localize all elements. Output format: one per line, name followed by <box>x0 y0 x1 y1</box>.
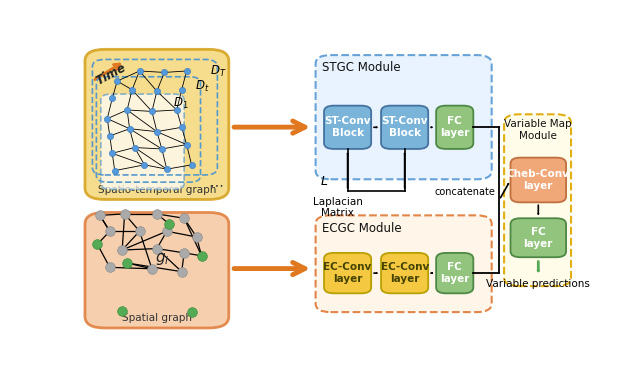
Text: Laplacian
Matrix: Laplacian Matrix <box>313 196 363 218</box>
FancyBboxPatch shape <box>504 114 571 286</box>
Text: FC
layer: FC layer <box>440 262 469 284</box>
Text: concatenate: concatenate <box>435 188 495 197</box>
FancyBboxPatch shape <box>511 158 566 203</box>
Text: $g_i$: $g_i$ <box>154 251 169 267</box>
FancyBboxPatch shape <box>85 213 229 328</box>
FancyBboxPatch shape <box>381 253 428 293</box>
Text: EC-Conv
layer: EC-Conv layer <box>381 262 429 284</box>
FancyBboxPatch shape <box>316 215 492 312</box>
FancyBboxPatch shape <box>436 253 474 293</box>
Text: ST-Conv
Block: ST-Conv Block <box>381 117 428 138</box>
FancyBboxPatch shape <box>316 55 492 179</box>
Text: Variable predictions: Variable predictions <box>486 279 590 289</box>
Text: Time: Time <box>94 61 129 88</box>
Text: ECGC Module: ECGC Module <box>321 222 401 235</box>
Text: EC-Conv
layer: EC-Conv layer <box>323 262 372 284</box>
Text: $D_1$: $D_1$ <box>173 96 189 111</box>
Text: Cheb-Conv
layer: Cheb-Conv layer <box>507 169 570 191</box>
FancyBboxPatch shape <box>436 106 474 149</box>
Text: Variable Map
Module: Variable Map Module <box>504 118 572 141</box>
Text: STGC Module: STGC Module <box>321 62 400 75</box>
Text: $D_t$: $D_t$ <box>195 79 210 94</box>
Text: $L$: $L$ <box>319 175 328 188</box>
Text: ST-Conv
Block: ST-Conv Block <box>324 117 371 138</box>
Text: Spatio-temporal graph: Spatio-temporal graph <box>98 185 216 195</box>
Text: $D_T$: $D_T$ <box>211 64 227 79</box>
FancyBboxPatch shape <box>511 218 566 257</box>
Text: FC
layer: FC layer <box>440 117 469 138</box>
FancyBboxPatch shape <box>85 50 229 200</box>
FancyBboxPatch shape <box>381 106 428 149</box>
Text: ⋯: ⋯ <box>209 178 223 192</box>
Text: FC
layer: FC layer <box>524 227 553 249</box>
FancyBboxPatch shape <box>324 106 371 149</box>
FancyBboxPatch shape <box>324 253 371 293</box>
Text: Spatial graph: Spatial graph <box>122 314 192 323</box>
FancyBboxPatch shape <box>101 94 184 189</box>
